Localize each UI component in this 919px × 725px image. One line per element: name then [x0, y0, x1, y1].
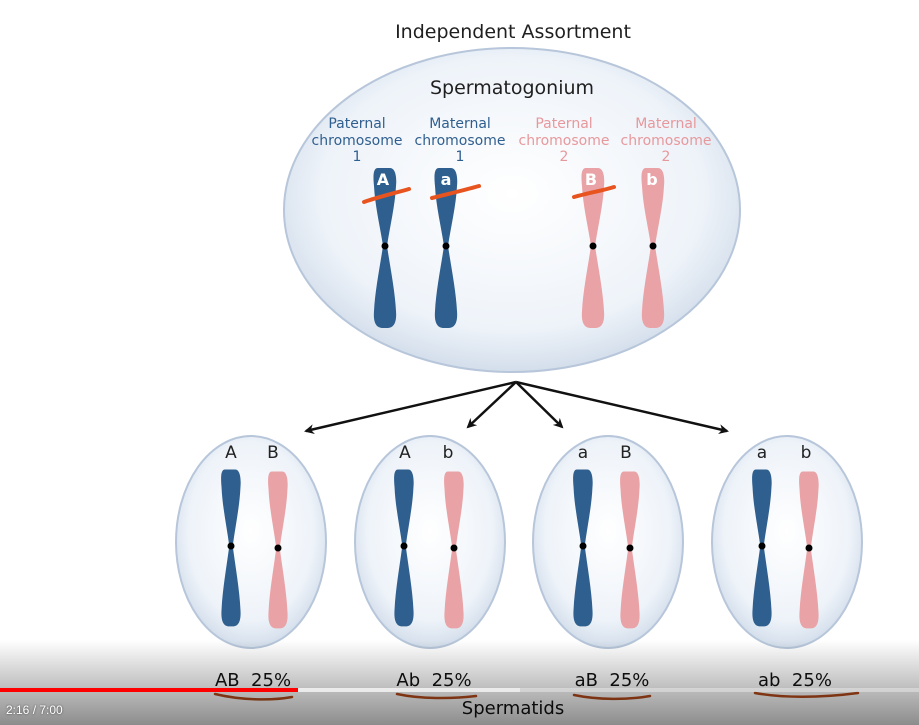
- allele-label: b: [801, 443, 812, 463]
- chromosome-label-paternal-2: Paternal chromosome 2: [519, 116, 610, 165]
- allele-label: a: [757, 443, 767, 463]
- progress-bar[interactable]: [0, 688, 919, 692]
- spermatid-result-label: aB 25%: [575, 670, 650, 691]
- allele-label: A: [399, 443, 411, 463]
- annotation-underline: [753, 691, 860, 698]
- chromosome-label-line: chromosome: [519, 133, 610, 149]
- spermatogonium-cell: [283, 47, 741, 373]
- annotation-underline: [213, 692, 294, 701]
- chromosome-label-line: chromosome: [621, 133, 712, 149]
- chromosome-label-line: 1: [456, 149, 465, 165]
- chromosome-label-line: 2: [560, 149, 569, 165]
- chromosome-label-line: Paternal: [328, 116, 385, 132]
- spermatid-cell-3: a B: [532, 435, 684, 649]
- arrow: [515, 381, 564, 429]
- spermatid-result-label: ab 25%: [758, 670, 832, 691]
- annotation-stroke: [430, 184, 481, 200]
- chromosome-label-paternal-1: Paternal chromosome 1: [312, 116, 403, 165]
- chromosome-label-line: Paternal: [535, 116, 592, 132]
- time-display: 2:16 / 7:00: [6, 703, 63, 717]
- allele-label: b: [443, 443, 454, 463]
- progress-played: [0, 688, 298, 692]
- annotation-stroke: [572, 185, 616, 199]
- arrow: [466, 381, 517, 429]
- chromosome-maternal-1: [434, 168, 458, 328]
- allele-label: a: [578, 443, 588, 463]
- chromosome-label-line: 1: [353, 149, 362, 165]
- chromosome-maternal-2: [641, 168, 665, 328]
- chromosome-label-maternal-1: Maternal chromosome 1: [415, 116, 506, 165]
- chromosome-label-line: Maternal: [635, 116, 697, 132]
- chromosome-label-line: chromosome: [415, 133, 506, 149]
- allele-label: A: [225, 443, 237, 463]
- chromosome-label-line: chromosome: [312, 133, 403, 149]
- spermatid-result-label: AB 25%: [215, 670, 291, 691]
- allele-label: B: [585, 170, 597, 189]
- allele-label: b: [646, 170, 657, 189]
- allele-label: A: [377, 170, 390, 189]
- spermatid-cell-1: A B: [175, 435, 327, 649]
- chromosome-paternal-2: [581, 168, 605, 328]
- spermatid-result-label: Ab 25%: [396, 670, 471, 691]
- chromosome-label-line: Maternal: [429, 116, 491, 132]
- allele-label: B: [620, 443, 632, 463]
- spermatid-cell-2: A b: [354, 435, 506, 649]
- annotation-underline: [395, 692, 478, 700]
- spermatids-label: Spermatids: [462, 698, 564, 719]
- allele-label: B: [267, 443, 279, 463]
- annotation-underline: [572, 693, 652, 701]
- annotation-stroke: [362, 187, 411, 204]
- allele-label: a: [441, 170, 452, 189]
- spermatid-cell-4: a b: [711, 435, 863, 649]
- arrow: [515, 380, 729, 435]
- chromosome-label-maternal-2: Maternal chromosome 2: [621, 116, 712, 165]
- diagram-title: Independent Assortment: [395, 21, 631, 43]
- chromosome-paternal-1: [373, 168, 397, 328]
- spermatogonium-label: Spermatogonium: [430, 77, 594, 99]
- arrow: [304, 380, 517, 435]
- chromosome-label-line: 2: [662, 149, 671, 165]
